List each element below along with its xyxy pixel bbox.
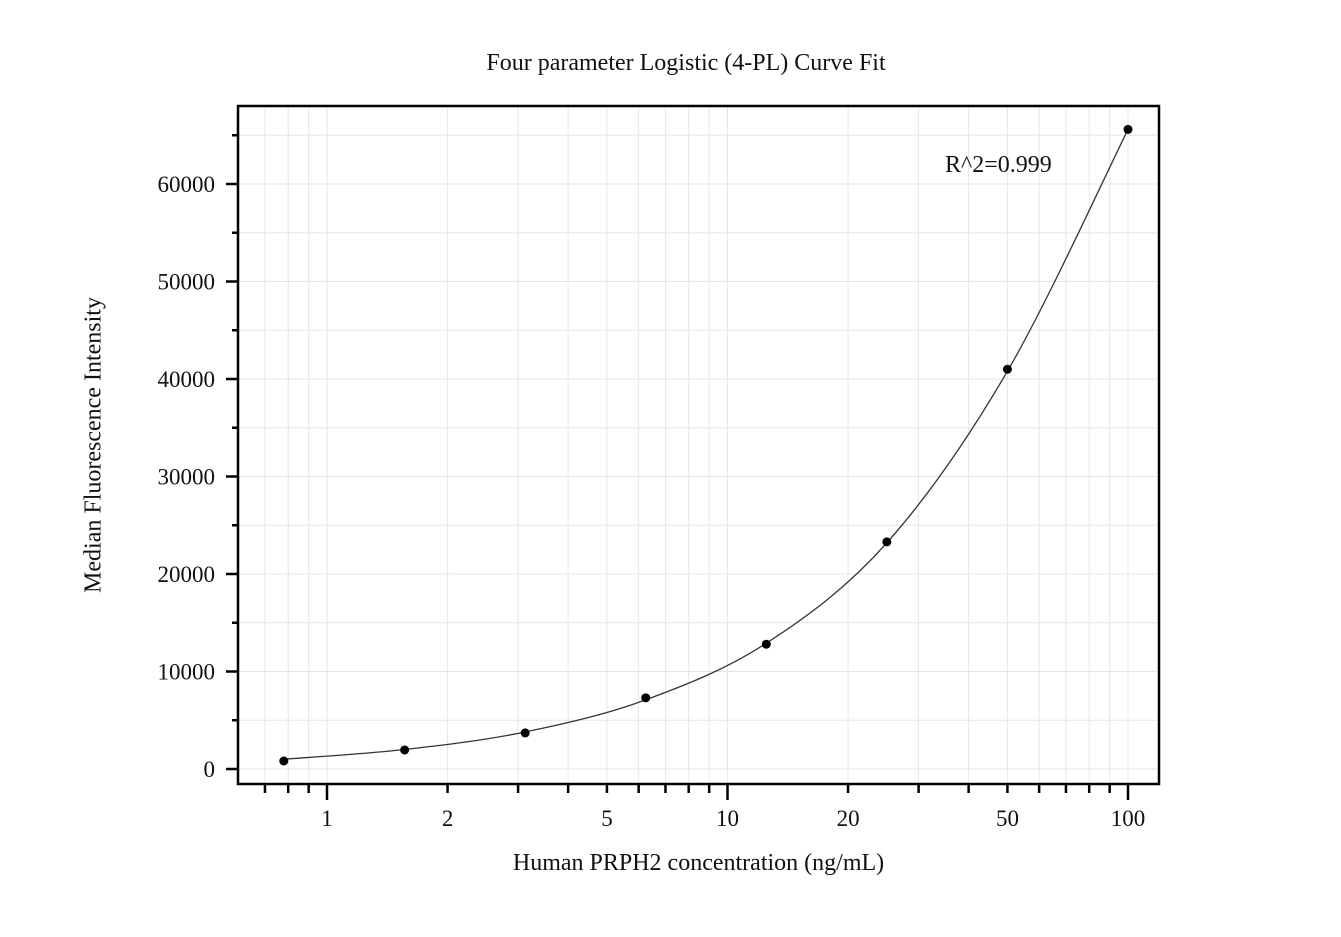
x-axis-label: Human PRPH2 concentration (ng/mL) [512,850,885,876]
x-tick-label: 5 [601,806,613,831]
x-axis-ticks: 1 2 5 10 20 50 100 [263,784,1146,831]
y-tick-label: 40000 [158,367,216,392]
x-tick-label: 50 [996,806,1019,831]
y-axis-ticks: 0 10000 20000 30000 40000 50000 60000 [158,134,238,782]
x-tick-label: 20 [837,806,860,831]
gridlines [238,106,1159,784]
data-point [279,756,289,766]
x-tick-label: 1 [321,806,333,831]
y-tick-label: 10000 [158,660,216,685]
fit-curve [283,129,1129,760]
data-point [520,728,530,738]
plot-frame [236,104,1161,786]
data-point [641,693,651,703]
data-point [1123,124,1133,134]
y-tick-label: 30000 [158,465,216,490]
data-point [882,537,892,547]
y-tick-label: 20000 [158,562,216,587]
data-point [400,745,410,755]
data-points [279,124,1133,766]
x-tick-label: 2 [442,806,454,831]
x-tick-label: 10 [716,806,739,831]
data-point [1002,364,1012,374]
chart-title: Four parameter Logistic (4-PL) Curve Fit [486,50,886,76]
x-tick-label: 100 [1111,806,1146,831]
data-point [761,639,771,649]
r-squared-annotation: R^2=0.999 [945,152,1052,178]
y-tick-label: 60000 [158,172,216,197]
y-tick-label: 0 [204,757,216,782]
y-tick-label: 50000 [158,270,216,295]
